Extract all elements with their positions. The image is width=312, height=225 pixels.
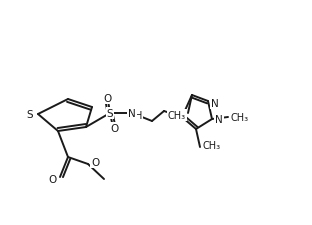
Text: H: H [135,110,142,120]
Text: O: O [103,94,111,104]
Text: O: O [110,124,118,133]
Text: N: N [211,99,219,108]
Text: N: N [128,108,136,119]
Text: S: S [27,110,33,119]
Text: CH₃: CH₃ [168,110,186,120]
Text: CH₃: CH₃ [202,140,220,150]
Text: S: S [107,108,113,119]
Text: O: O [49,174,57,184]
Text: N: N [215,115,223,124]
Text: CH₃: CH₃ [230,112,248,122]
Text: O: O [91,157,99,167]
